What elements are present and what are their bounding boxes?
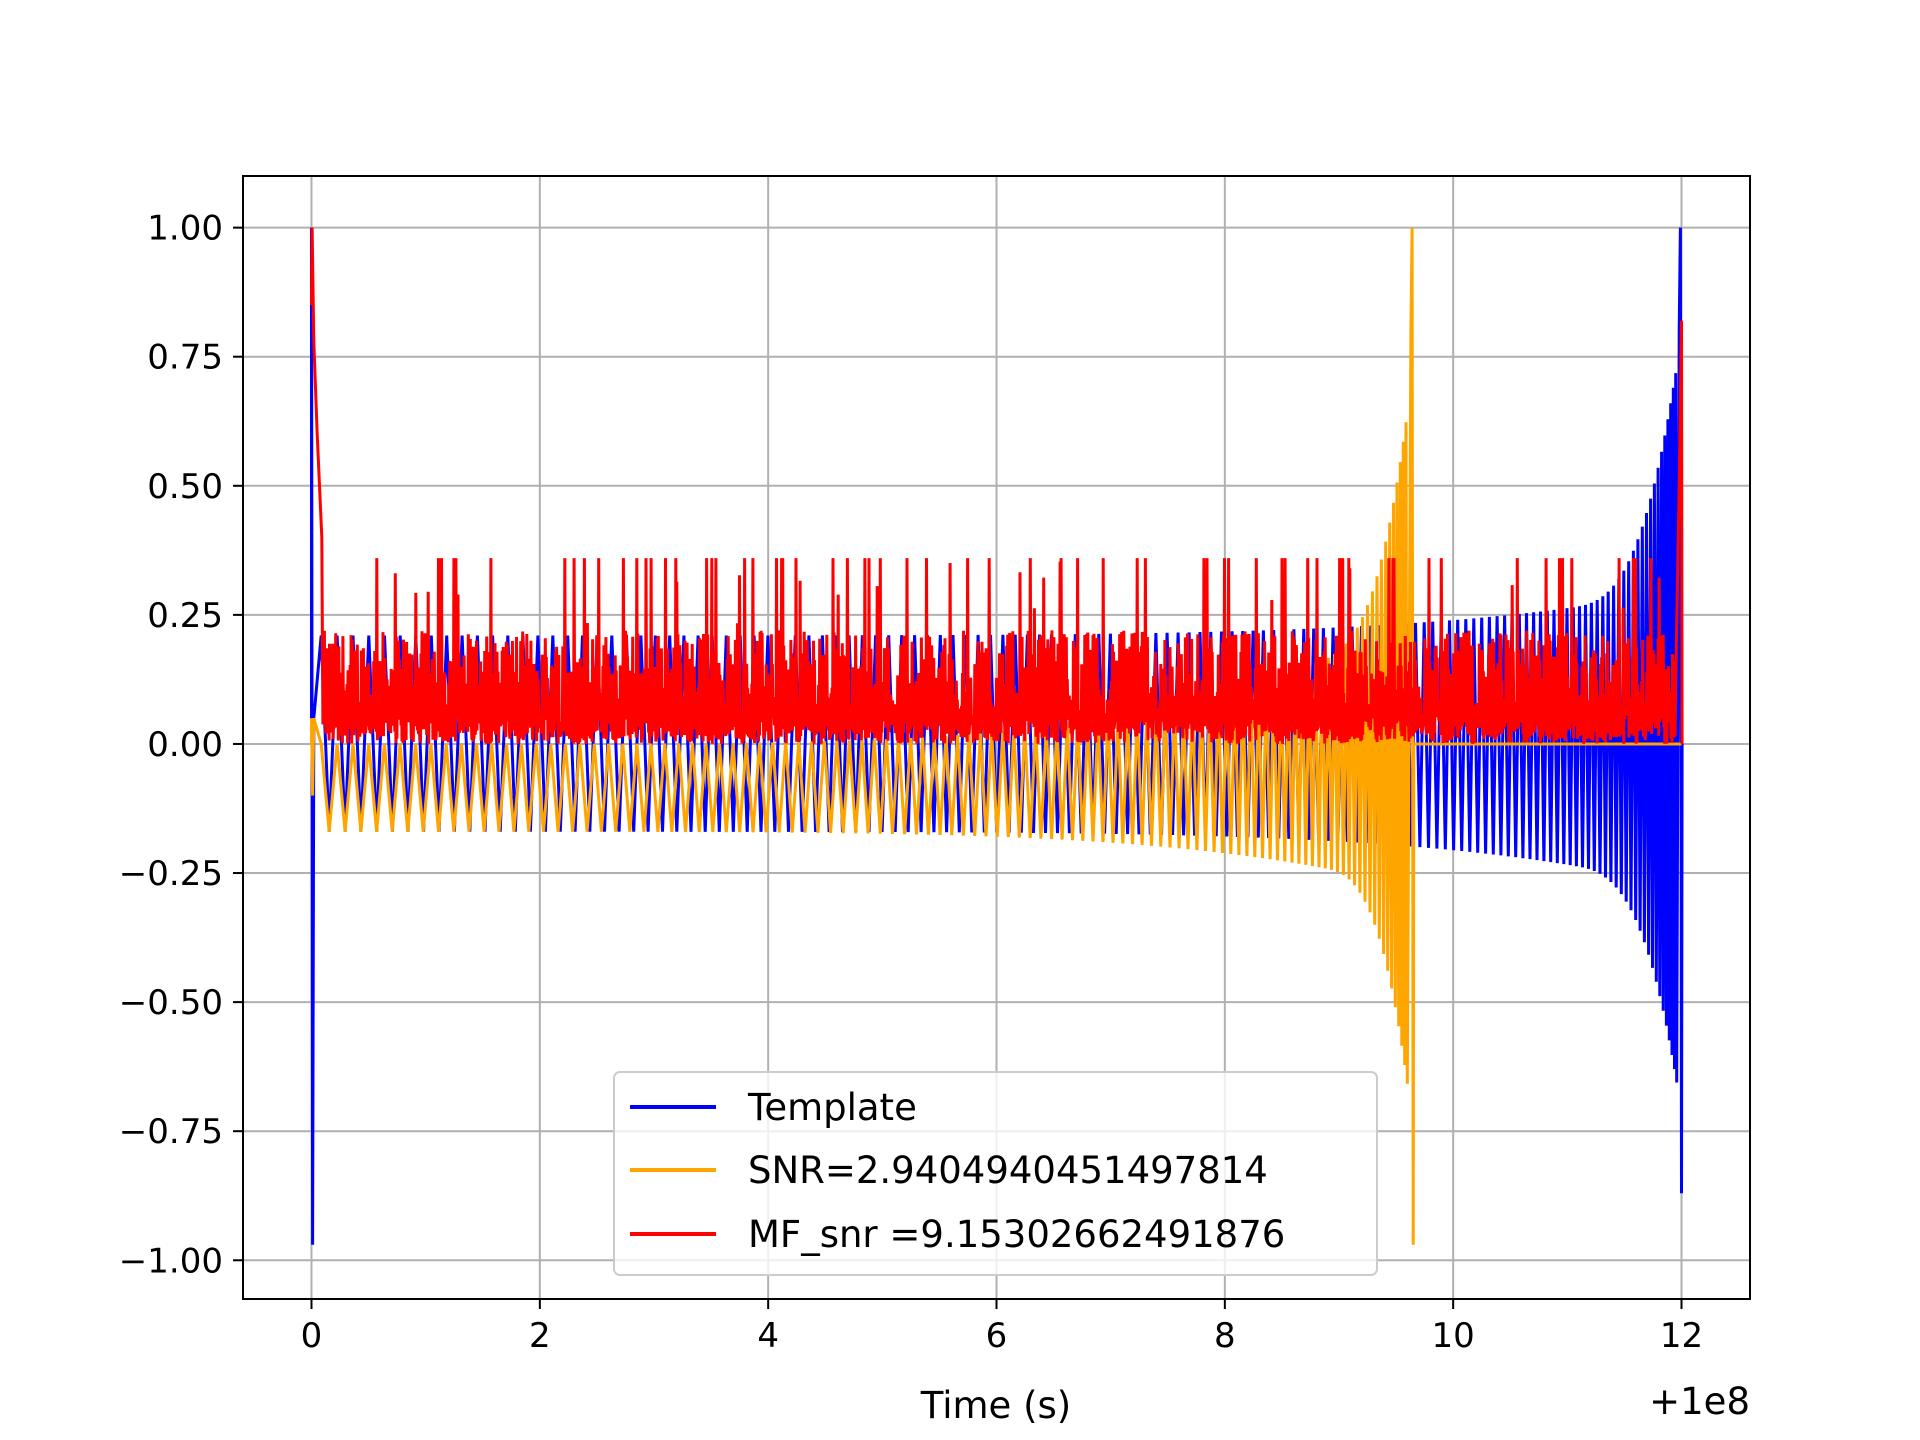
- y-tick-label: −0.50: [119, 983, 223, 1023]
- x-tick-label: 12: [1660, 1316, 1703, 1356]
- legend: Template SNR=2.9404940451497814 MF_snr =…: [613, 1071, 1378, 1276]
- x-offset-label: +1e8: [1649, 1380, 1750, 1423]
- y-tick-label: −0.75: [119, 1112, 223, 1152]
- y-tick-label: 1.00: [147, 209, 223, 249]
- x-tick-label: 4: [757, 1316, 779, 1356]
- legend-label-template: Template: [747, 1086, 917, 1129]
- y-tick-label: 0.75: [147, 338, 223, 378]
- y-tick-label: −1.00: [119, 1241, 223, 1281]
- y-tick-label: 0.50: [147, 467, 223, 507]
- legend-label-snr: SNR=2.9404940451497814: [748, 1149, 1268, 1192]
- x-tick-label: 6: [986, 1316, 1008, 1356]
- x-tick-label: 0: [301, 1316, 323, 1356]
- x-tick-label: 2: [529, 1316, 551, 1356]
- y-tick-label: 0.00: [147, 725, 223, 765]
- series-layer: [310, 227, 1684, 1245]
- y-tick-label: −0.25: [119, 854, 223, 894]
- x-axis: 0 2 4 6 8 10 12: [301, 1299, 1703, 1356]
- x-tick-label: 10: [1432, 1316, 1475, 1356]
- legend-box: [613, 1071, 1378, 1276]
- y-tick-label: 0.25: [147, 596, 223, 636]
- series-mf-snr-line: [310, 227, 1684, 745]
- y-axis: 1.00 0.75 0.50 0.25 0.00 −0.25 −0.50 −0.75 −1.00: [119, 209, 243, 1281]
- x-axis-label: Time (s): [920, 1384, 1071, 1427]
- legend-label-mf-snr: MF_snr =9.15302662491876: [748, 1213, 1285, 1256]
- x-tick-label: 8: [1214, 1316, 1236, 1356]
